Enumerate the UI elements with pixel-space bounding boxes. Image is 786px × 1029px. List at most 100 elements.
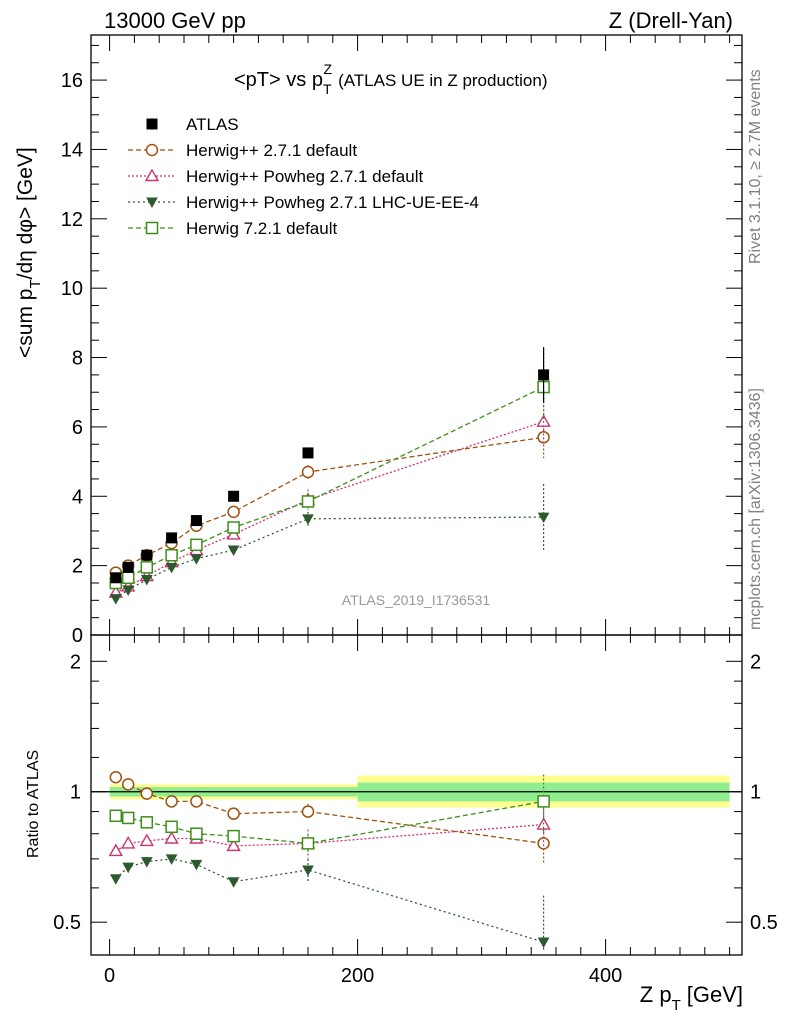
y-tick-label: 6 xyxy=(72,417,83,439)
ratio-point-herwig7 xyxy=(165,820,178,834)
point-herwig7 xyxy=(165,548,178,562)
ratio-point-herwig_powheg_ee4 xyxy=(302,865,314,876)
ratio-point-herwig_powheg_ee4 xyxy=(109,874,122,885)
legend-marker-herwig7 xyxy=(145,221,159,235)
ratio-point-herwig_powheg_ee4 xyxy=(227,877,240,888)
side-rivet-label: Rivet 3.1.10, ≥ 2.7M events xyxy=(747,69,764,264)
ratio-point-herwig_powheg_ee4 xyxy=(122,862,135,874)
ratio-y-tick-label-left: 1 xyxy=(70,782,81,804)
ratio-point-herwig_powheg_ee4 xyxy=(190,859,203,871)
ratio-point-herwig_powheg xyxy=(139,833,155,847)
point-herwig_powheg_ee4 xyxy=(140,575,153,586)
series-line-herwig_powheg xyxy=(115,421,544,594)
legend-marker-herwig_powheg_ee4 xyxy=(146,197,158,209)
xlabel: Z pT [GeV] xyxy=(640,982,743,1014)
point-herwig_powheg_ee4 xyxy=(109,594,122,605)
ratio-y-tick-label-left: 0.5 xyxy=(53,912,81,934)
point-atlas xyxy=(166,532,178,544)
plot-title-sub: T xyxy=(323,81,332,97)
ratio-point-herwig_powheg_ee4 xyxy=(537,937,550,949)
ratio-line-herwig_powheg_ee4 xyxy=(115,858,544,943)
series-line-herwig_powheg_ee4 xyxy=(115,516,544,600)
side-mcplots-label: mcplots.cern.ch [arXiv:1306.3436] xyxy=(747,388,764,630)
lower-frame xyxy=(90,634,743,956)
point-herwig_powheg_ee4 xyxy=(302,514,314,525)
ratio-point-herwig7 xyxy=(109,809,123,823)
plot-title-main: <pT> vs p xyxy=(234,69,323,91)
ratio-point-herwig_default xyxy=(109,771,123,784)
x-tick-label: 200 xyxy=(341,965,374,987)
point-herwig7 xyxy=(190,538,203,552)
y-tick-label: 16 xyxy=(61,70,83,92)
y-tick-label: 8 xyxy=(72,348,83,370)
series-line-herwig_default xyxy=(115,436,544,574)
upper-ylabel: <sum pT/dη dφ> [GeV] xyxy=(14,147,44,358)
ratio-point-herwig_default xyxy=(190,795,203,808)
point-herwig_default xyxy=(227,505,240,519)
ratio-plot: 0 200 400 0.5 0.5 1 1 2 2 xyxy=(53,634,778,987)
legend-label-herwig_powheg_ee4: Herwig++ Powheg 2.7.1 LHC-UE-EE-4 xyxy=(186,193,479,212)
analysis-watermark: ATLAS_2019_I1736531 xyxy=(342,592,491,608)
legend-label-herwig_powheg: Herwig++ Powheg 2.7.1 default xyxy=(186,167,423,186)
point-herwig7 xyxy=(227,521,240,534)
legend-label-herwig_default: Herwig++ 2.7.1 default xyxy=(186,141,357,160)
point-herwig7 xyxy=(140,561,154,574)
plot-title-sup: Z xyxy=(324,61,333,77)
y-tick-label: 12 xyxy=(61,209,83,231)
y-tick-label: 4 xyxy=(72,486,83,508)
legend: ATLAS Herwig++ 2.7.1 default Herwig++ Powh… xyxy=(128,115,479,238)
x-tick-label: 400 xyxy=(589,965,622,987)
point-herwig_powheg_ee4 xyxy=(227,545,240,557)
ratio-point-herwig_default xyxy=(301,805,315,818)
point-herwig7 xyxy=(301,495,315,508)
point-herwig_powheg_ee4 xyxy=(190,554,203,565)
ratio-point-herwig7 xyxy=(301,837,315,850)
ratio-point-herwig_powheg xyxy=(120,835,136,849)
point-herwig_default xyxy=(301,465,315,479)
ratio-y-tick-label-right: 1 xyxy=(750,782,761,804)
ratio-point-herwig7 xyxy=(121,811,135,825)
ratio-point-herwig_powheg_ee4 xyxy=(140,857,153,868)
ratio-point-herwig_default xyxy=(121,778,135,791)
ratio-y-tick-label-right: 0.5 xyxy=(750,912,778,934)
point-herwig7 xyxy=(121,571,135,585)
y-tick-label: 2 xyxy=(72,556,83,578)
point-atlas xyxy=(122,561,134,573)
plot-title: <pT> vs pTZ (ATLAS UE in Z production) xyxy=(234,61,548,97)
point-herwig_powheg_ee4 xyxy=(537,512,550,524)
legend-marker-herwig_powheg xyxy=(144,168,160,182)
ratio-point-herwig7 xyxy=(190,827,203,840)
ratio-point-herwig_default xyxy=(537,837,550,850)
legend-marker-herwig_default xyxy=(145,143,159,157)
ratio-point-herwig7 xyxy=(140,816,154,829)
y-tick-label: 14 xyxy=(61,139,83,161)
ratio-point-herwig_default xyxy=(165,795,178,808)
legend-label-herwig7: Herwig 7.2.1 default xyxy=(186,219,337,238)
y-tick-label: 10 xyxy=(61,278,83,300)
header-right: Z (Drell-Yan) xyxy=(609,8,733,33)
point-herwig_powheg_ee4 xyxy=(122,585,135,596)
ratio-point-herwig7 xyxy=(227,829,240,843)
upper-plot: 0 2 4 6 8 10 12 14 16 xyxy=(61,34,743,651)
legend-label-atlas: ATLAS xyxy=(186,115,239,134)
y-tick-label: 0 xyxy=(72,625,83,647)
point-atlas xyxy=(190,515,202,527)
ratio-point-herwig_powheg xyxy=(108,843,124,857)
point-atlas xyxy=(228,490,240,502)
ratio-point-herwig7 xyxy=(537,795,550,808)
point-atlas xyxy=(141,549,153,561)
ratio-point-herwig_default xyxy=(227,807,240,820)
ratio-point-herwig_default xyxy=(140,787,154,800)
lower-ylabel: Ratio to ATLAS xyxy=(25,750,42,858)
ratio-line-herwig7 xyxy=(115,800,544,845)
point-atlas xyxy=(538,369,550,381)
series-line-herwig7 xyxy=(115,386,544,584)
point-atlas xyxy=(302,447,314,459)
point-herwig_powheg_ee4 xyxy=(165,562,178,574)
plot-title-extra: (ATLAS UE in Z production) xyxy=(338,71,547,90)
header-left: 13000 GeV pp xyxy=(104,8,246,33)
ratio-point-herwig_powheg xyxy=(164,831,179,844)
ratio-point-herwig_powheg_ee4 xyxy=(165,854,178,865)
ratio-y-tick-label-right: 2 xyxy=(750,651,761,673)
